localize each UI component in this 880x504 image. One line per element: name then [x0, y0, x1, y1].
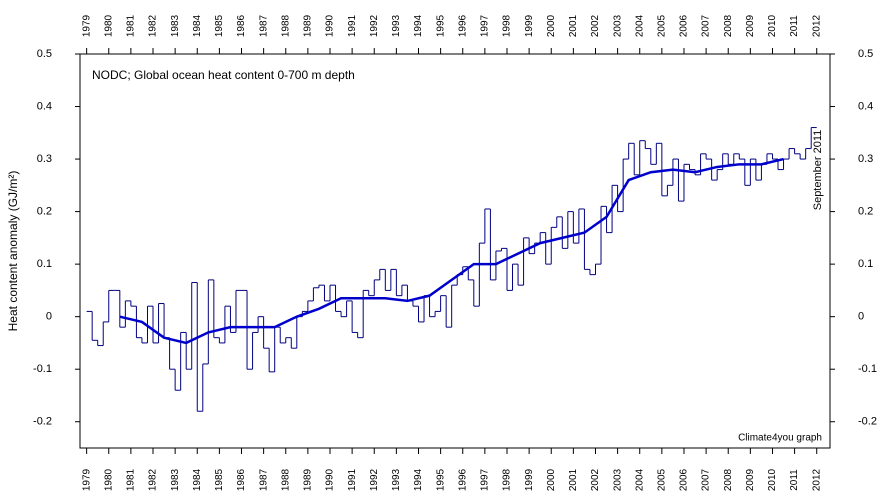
- x-tick-label: 1997: [480, 468, 491, 491]
- y-tick-label-right: 0.1: [858, 258, 873, 270]
- x-tick-label: 1996: [457, 468, 468, 491]
- x-tick-label: 1980: [103, 468, 114, 491]
- y-tick-label: -0.2: [33, 416, 52, 428]
- y-axis-label: Heat content anomaly (GJ/m²): [6, 171, 20, 332]
- x-tick-label-top: 1979: [81, 14, 92, 37]
- x-tick-label: 2010: [767, 468, 778, 491]
- plot-frame: [79, 53, 831, 449]
- x-tick-label-top: 2011: [789, 15, 800, 37]
- x-tick-label: 2005: [656, 468, 667, 491]
- y-tick-label-right: 0.3: [858, 153, 873, 165]
- x-tick-label-top: 1995: [435, 14, 446, 37]
- x-tick-label: 1990: [325, 468, 336, 491]
- x-tick-label: 2002: [590, 468, 601, 491]
- y-tick-label: -0.1: [33, 363, 52, 375]
- x-tick-label: 2007: [701, 468, 712, 491]
- x-tick-label: 1987: [258, 468, 269, 491]
- x-tick-label-top: 2004: [634, 14, 645, 37]
- x-tick-label: 2000: [546, 468, 557, 491]
- y-tick-label-right: 0.4: [858, 100, 873, 112]
- y-tick-label-right: 0.5: [858, 48, 873, 60]
- x-tick-label-top: 2008: [723, 14, 734, 37]
- x-tick-label-top: 1980: [103, 14, 114, 37]
- x-tick-label-top: 1997: [480, 14, 491, 37]
- x-tick-label: 1988: [280, 468, 291, 491]
- x-tick-label: 1979: [81, 468, 92, 491]
- x-tick-label-top: 2001: [568, 14, 579, 37]
- x-tick-label-top: 1999: [524, 14, 535, 37]
- x-tick-label-top: 2010: [767, 14, 778, 37]
- x-tick-label: 2001: [568, 468, 579, 491]
- y-tick-label: 0.1: [37, 258, 52, 270]
- x-tick-label-top: 2002: [590, 14, 601, 37]
- x-tick-label-top: 1993: [391, 14, 402, 37]
- annotation: Climate4you graph: [738, 433, 822, 444]
- y-tick-label: 0.2: [37, 206, 52, 218]
- x-tick-label: 2003: [612, 468, 623, 491]
- x-tick-label: 1986: [236, 468, 247, 491]
- x-tick-label: 1983: [170, 468, 181, 491]
- x-tick-label-top: 1996: [457, 14, 468, 37]
- x-tick-label: 1981: [126, 468, 137, 491]
- y-tick-label: 0.5: [37, 48, 52, 60]
- x-tick-label-top: 2006: [679, 14, 690, 37]
- x-tick-label-top: 1982: [148, 14, 159, 37]
- running-mean: [119, 157, 784, 345]
- x-tick-label: 1999: [524, 468, 535, 491]
- x-tick-label-top: 1987: [258, 14, 269, 37]
- x-tick-label-top: 1984: [192, 14, 203, 37]
- y-tick-label-right: -0.2: [858, 416, 877, 428]
- x-tick-label-top: 1986: [236, 14, 247, 37]
- x-tick-label-top: 1988: [280, 14, 291, 37]
- x-tick-label: 2008: [723, 468, 734, 491]
- x-tick-label: 2006: [679, 468, 690, 491]
- x-tick-label-top: 1981: [126, 14, 137, 37]
- x-tick-label-top: 1991: [347, 14, 358, 37]
- x-tick-label-top: 2005: [656, 14, 667, 37]
- chart-title: NODC; Global ocean heat content 0-700 m …: [92, 68, 355, 82]
- x-tick-label-top: 1990: [325, 14, 336, 37]
- y-tick-label: 0: [46, 311, 52, 323]
- x-tick-label: 1989: [303, 468, 314, 491]
- x-tick-label: 2012: [811, 468, 822, 491]
- x-tick-label-top: 1994: [413, 14, 424, 37]
- x-tick-label: 1998: [502, 468, 513, 491]
- x-tick-label: 2011: [789, 469, 800, 491]
- x-tick-label-top: 2012: [811, 14, 822, 37]
- x-tick-label-top: 1989: [303, 14, 314, 37]
- y-tick-label: 0.4: [37, 100, 52, 112]
- x-tick-label: 1993: [391, 468, 402, 491]
- x-tick-label-top: 2007: [701, 14, 712, 37]
- x-tick-label: 1984: [192, 468, 203, 491]
- y-tick-label-right: 0: [858, 311, 864, 323]
- x-tick-label: 1995: [435, 468, 446, 491]
- y-tick-label-right: 0.2: [858, 206, 873, 218]
- annotation: September 2011: [812, 130, 824, 211]
- x-tick-label-top: 1992: [369, 14, 380, 37]
- x-tick-label-top: 2003: [612, 14, 623, 37]
- y-tick-label-right: -0.1: [858, 363, 877, 375]
- x-tick-label-top: 2000: [546, 14, 557, 37]
- y-tick-label: 0.3: [37, 153, 52, 165]
- x-tick-label-top: 1998: [502, 14, 513, 37]
- x-tick-label: 2009: [745, 468, 756, 491]
- x-tick-label: 1982: [148, 468, 159, 491]
- x-tick-label-top: 1985: [214, 14, 225, 37]
- x-tick-label: 1994: [413, 468, 424, 491]
- x-tick-label: 1991: [347, 468, 358, 491]
- x-tick-label: 1985: [214, 468, 225, 491]
- x-tick-label-top: 1983: [170, 14, 181, 37]
- x-tick-label-top: 2009: [745, 14, 756, 37]
- x-tick-label: 1992: [369, 468, 380, 491]
- x-tick-label: 2004: [634, 468, 645, 491]
